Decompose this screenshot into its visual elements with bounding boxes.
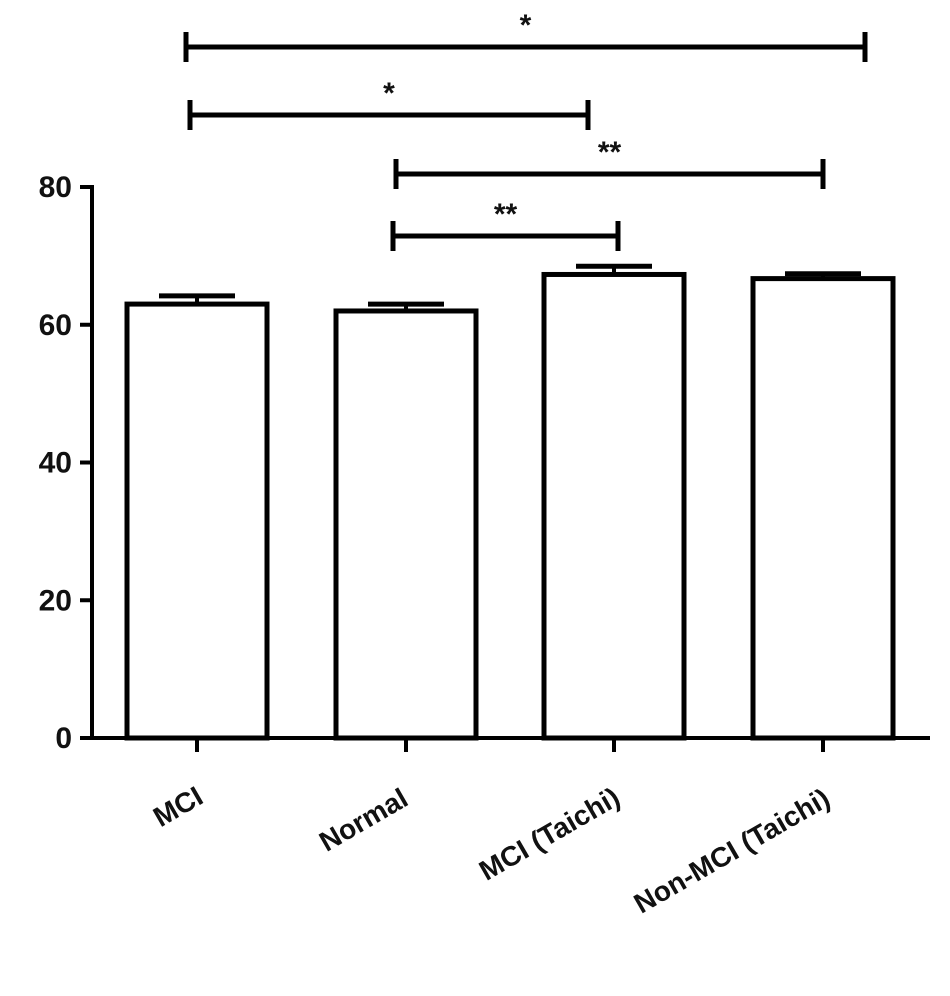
category-label: MCI (Taichi): [474, 781, 625, 886]
y-tick-label: 80: [39, 171, 72, 204]
significance-label: *: [520, 9, 532, 42]
bars: [124, 271, 896, 741]
y-tick-label: 0: [55, 722, 72, 755]
significance-label: **: [494, 198, 518, 231]
significance-label: *: [383, 77, 395, 110]
y-tick-label: 60: [39, 309, 72, 342]
error-bars: [159, 263, 861, 311]
bar: [750, 276, 896, 741]
category-label: Non-MCI (Taichi): [629, 782, 835, 919]
significance-brackets: ******: [183, 9, 868, 251]
y-tick-label: 40: [39, 447, 72, 480]
category-labels: MCI Normal MCI (Taichi) Non-MCI (Taichi): [148, 780, 835, 919]
bar: [333, 308, 479, 741]
bar: [124, 301, 270, 741]
significance-label: **: [598, 136, 622, 169]
category-label: MCI: [148, 780, 208, 833]
y-tick-label: 20: [39, 584, 72, 617]
bar: [541, 271, 687, 741]
category-label: Normal: [314, 782, 413, 857]
